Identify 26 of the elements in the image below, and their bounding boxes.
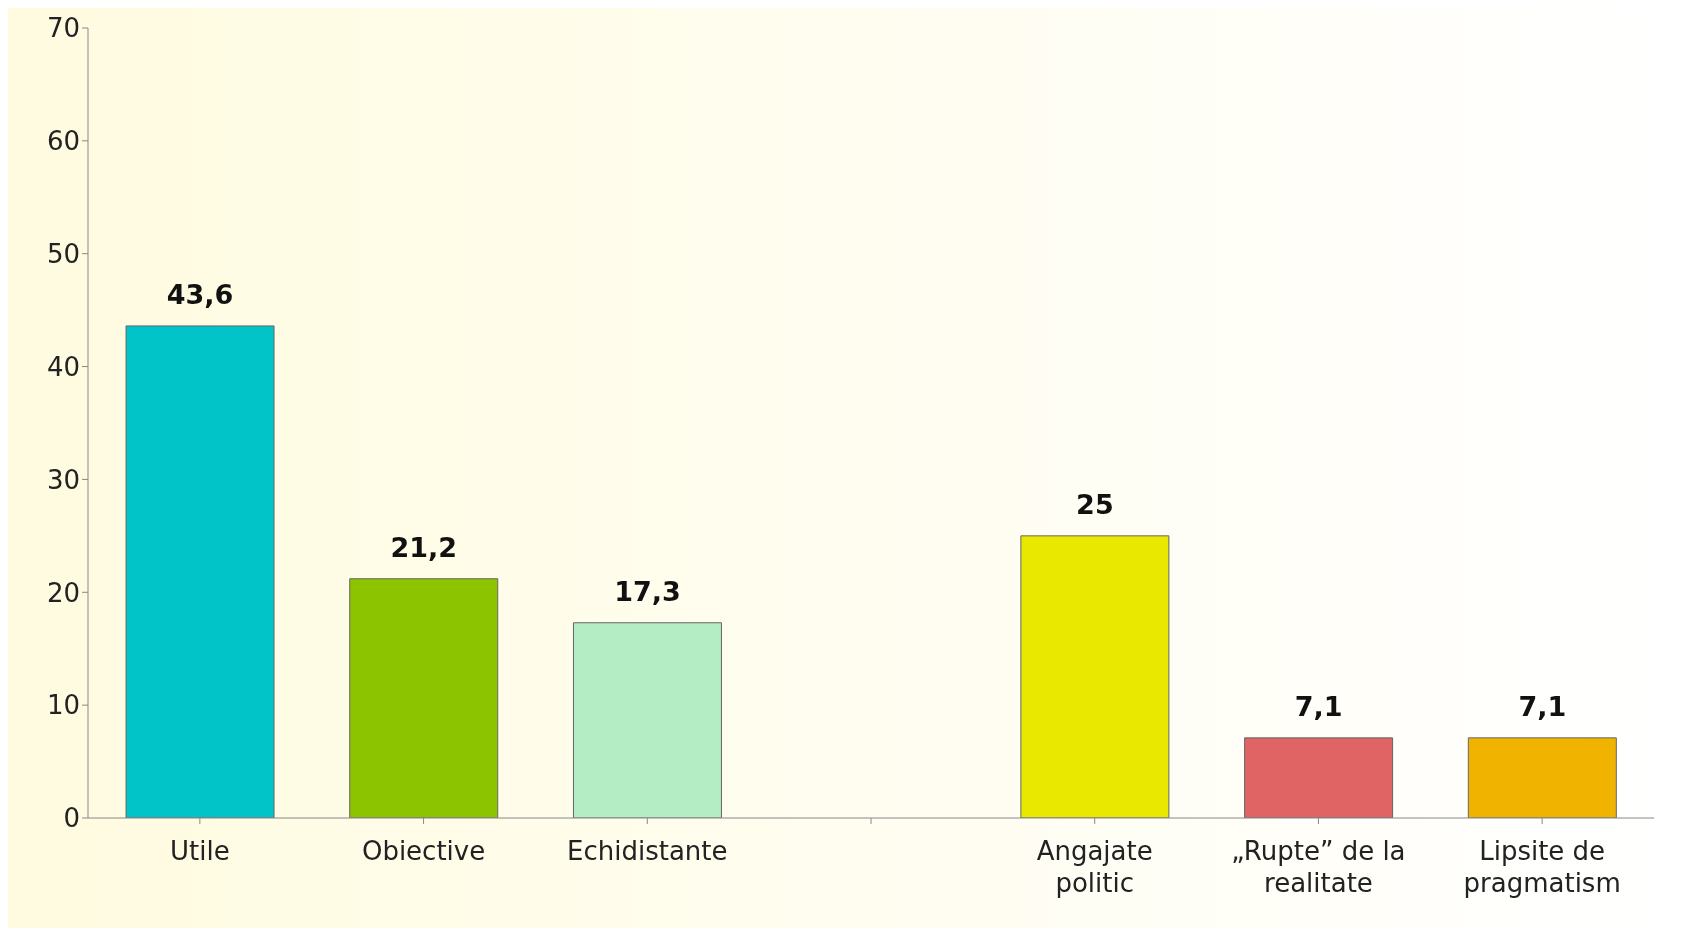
data-label: 43,6 [166,278,234,310]
y-tick-label: 50 [46,238,80,269]
bar [125,325,275,818]
y-tick-label: 30 [46,464,80,495]
data-label: 7,1 [1518,690,1567,722]
x-tick-label: Utile [170,836,230,866]
x-tick-label: „Rupte” de la realitate [1231,836,1406,898]
data-label: 21,2 [390,531,458,563]
x-tick-label: Angajate politic [1036,836,1153,898]
y-tick-label: 60 [46,126,80,157]
y-tick-label: 70 [46,13,80,44]
bar [349,578,499,818]
x-tick-label: Obiective [361,836,486,866]
y-tick-label: 40 [46,351,80,382]
data-label: 17,3 [614,575,681,607]
bar [1467,737,1617,818]
y-tick-label: 0 [63,803,80,834]
x-tick-label: Echidistante [567,836,728,866]
data-label: 25 [1076,488,1114,520]
bar [1020,535,1170,818]
bar [572,622,722,818]
x-tick-label: Lipsite de pragmatism [1463,836,1621,898]
y-tick-label: 10 [46,690,80,721]
y-tick-label: 20 [46,577,80,608]
data-label: 7,1 [1294,690,1343,722]
bar [1244,737,1394,818]
